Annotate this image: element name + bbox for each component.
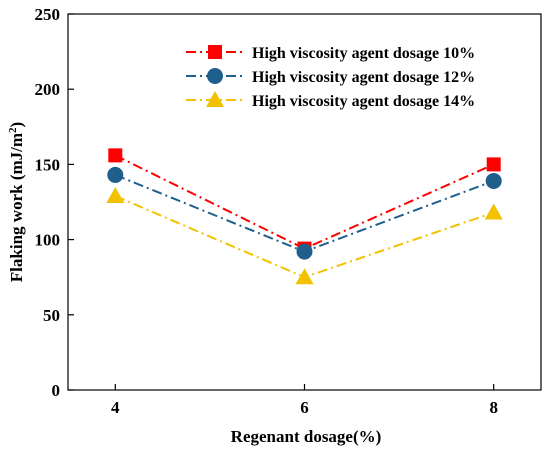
data-point (108, 148, 123, 163)
series-line (114, 154, 495, 250)
x-tick-label: 6 (300, 398, 309, 417)
y-axis-label-main: Flaking work (mJ/m (7, 133, 26, 282)
series-3 (106, 186, 503, 285)
data-point (296, 243, 313, 260)
y-tick-label: 250 (35, 5, 61, 24)
series-line (114, 174, 495, 253)
x-axis-label: Regenant dosage(%) (231, 427, 382, 446)
legend-marker (207, 68, 223, 84)
data-point (106, 186, 125, 203)
series-2 (107, 166, 502, 260)
series-1 (108, 148, 501, 256)
x-tick-label: 4 (111, 398, 120, 417)
x-tick-label: 8 (489, 398, 498, 417)
legend-label: High viscosity agent dosage 14% (252, 93, 475, 110)
y-axis-label-sup: 2 (7, 127, 19, 133)
data-point (295, 268, 314, 285)
legend-item: High viscosity agent dosage 10% (186, 45, 475, 62)
axes: 0 50 100 150 200 250 4 6 8 (35, 5, 542, 417)
legend-marker (206, 91, 224, 107)
y-tick-label: 150 (35, 155, 61, 174)
legend-item: High viscosity agent dosage 12% (186, 68, 475, 86)
data-point (485, 172, 502, 189)
y-axis-label: Flaking work (mJ/m2) (7, 122, 26, 282)
legend-item: High viscosity agent dosage 14% (186, 91, 475, 110)
legend-label: High viscosity agent dosage 12% (252, 69, 475, 86)
series-layer (106, 148, 503, 285)
legend: High viscosity agent dosage 10% High visc… (186, 45, 475, 110)
series-line (114, 195, 495, 279)
y-tick-label: 100 (35, 231, 61, 250)
legend-label: High viscosity agent dosage 10% (252, 45, 475, 62)
data-point (107, 166, 124, 183)
data-point (484, 203, 503, 220)
y-tick-label: 200 (35, 80, 61, 99)
data-point (486, 157, 501, 172)
y-tick-label: 50 (43, 306, 60, 325)
legend-marker (208, 45, 222, 59)
y-axis-label-close: ) (7, 122, 26, 128)
y-tick-label: 0 (52, 381, 61, 400)
